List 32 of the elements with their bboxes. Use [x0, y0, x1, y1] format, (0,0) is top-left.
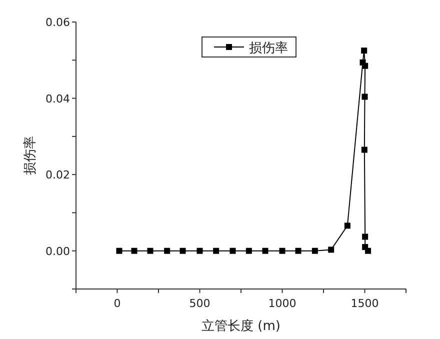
y-tick-label: 0.02: [46, 168, 70, 182]
point: [230, 248, 236, 254]
point: [312, 248, 318, 254]
point: [116, 248, 122, 254]
y-axis-title: 损伤率: [22, 136, 38, 175]
point: [164, 248, 170, 254]
point: [196, 248, 203, 254]
point: [131, 248, 138, 254]
x-tick-label: 500: [189, 297, 210, 310]
point: [344, 222, 350, 229]
legend-label: 损伤率: [249, 40, 288, 56]
x-tick-label: 1500: [350, 297, 379, 310]
point: [147, 248, 154, 254]
point: [213, 248, 220, 254]
point: [361, 48, 368, 54]
x-tick-label: 0: [114, 297, 121, 310]
x-axis-title: 立管长度 (m): [202, 318, 280, 334]
point: [362, 62, 368, 69]
point: [279, 248, 286, 254]
point: [362, 234, 368, 240]
point: [328, 246, 334, 253]
point: [361, 146, 368, 153]
point: [262, 248, 268, 254]
point: [362, 94, 368, 100]
point: [365, 248, 372, 254]
x-tick-label: 1000: [268, 297, 296, 310]
point: [295, 248, 302, 254]
y-tick-label: 0.00: [46, 244, 70, 258]
point: [180, 248, 186, 254]
y-tick-label: 0.04: [46, 92, 70, 106]
y-tick-label: 0.06: [46, 16, 70, 29]
point: [246, 248, 252, 254]
